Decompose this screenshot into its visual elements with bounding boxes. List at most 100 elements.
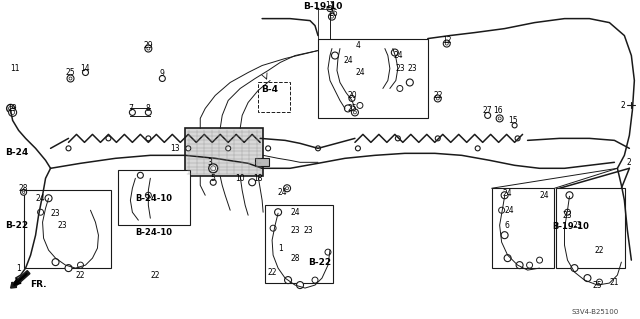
Circle shape — [515, 136, 520, 141]
Circle shape — [270, 225, 276, 231]
Text: 23: 23 — [395, 64, 404, 73]
Circle shape — [210, 179, 216, 185]
Circle shape — [330, 15, 333, 18]
Circle shape — [147, 47, 150, 50]
Text: 22: 22 — [433, 91, 442, 100]
Bar — [185, 128, 263, 176]
Circle shape — [344, 105, 351, 112]
Circle shape — [496, 115, 503, 122]
Text: 22: 22 — [150, 271, 160, 279]
Text: B-24: B-24 — [4, 148, 28, 157]
Circle shape — [445, 42, 448, 45]
Circle shape — [499, 207, 504, 213]
Bar — [492, 188, 554, 268]
Text: 17: 17 — [325, 1, 335, 10]
Circle shape — [332, 52, 339, 59]
Circle shape — [484, 112, 491, 118]
Circle shape — [20, 189, 27, 195]
Circle shape — [275, 209, 282, 216]
Circle shape — [504, 255, 511, 262]
Circle shape — [159, 76, 165, 81]
Circle shape — [475, 146, 480, 151]
Circle shape — [564, 209, 570, 215]
Circle shape — [444, 40, 450, 47]
Text: 24: 24 — [505, 206, 515, 215]
Text: 28: 28 — [291, 254, 300, 263]
Circle shape — [65, 265, 72, 271]
Circle shape — [527, 262, 532, 268]
Circle shape — [406, 79, 413, 86]
Circle shape — [138, 172, 143, 178]
Circle shape — [22, 191, 25, 193]
Circle shape — [52, 259, 59, 266]
Text: 14: 14 — [81, 64, 90, 73]
Bar — [265, 205, 333, 283]
Circle shape — [186, 146, 191, 151]
Bar — [255, 158, 269, 166]
Text: 2: 2 — [620, 101, 625, 110]
Circle shape — [329, 7, 331, 10]
Circle shape — [249, 179, 255, 186]
Text: 24: 24 — [290, 208, 300, 217]
Circle shape — [327, 6, 333, 11]
Text: 18: 18 — [253, 174, 263, 183]
Circle shape — [355, 146, 360, 151]
Text: 24: 24 — [277, 188, 287, 197]
Text: 23: 23 — [407, 64, 417, 73]
Circle shape — [435, 136, 440, 141]
Text: 29: 29 — [143, 41, 153, 50]
Text: 26: 26 — [328, 9, 338, 18]
Circle shape — [396, 136, 401, 141]
Text: 25: 25 — [66, 68, 76, 77]
Text: B-4: B-4 — [261, 85, 278, 94]
Circle shape — [226, 146, 230, 151]
Circle shape — [536, 257, 543, 263]
Text: 11: 11 — [10, 64, 19, 73]
Text: 22: 22 — [268, 268, 277, 277]
Text: 1: 1 — [16, 263, 21, 273]
Text: 1: 1 — [278, 244, 282, 253]
Circle shape — [596, 279, 602, 285]
Text: B-22: B-22 — [308, 258, 331, 267]
Text: B-22: B-22 — [4, 221, 28, 230]
Text: 27: 27 — [483, 106, 492, 115]
Bar — [556, 188, 625, 268]
Text: 24: 24 — [343, 56, 353, 65]
Text: 12: 12 — [442, 36, 451, 45]
Circle shape — [316, 146, 321, 151]
Circle shape — [266, 146, 271, 151]
Text: 8: 8 — [146, 104, 151, 113]
Text: 20: 20 — [347, 91, 356, 100]
Circle shape — [77, 262, 83, 268]
Circle shape — [284, 185, 291, 192]
Circle shape — [145, 192, 151, 198]
Bar — [24, 190, 111, 268]
Text: 10: 10 — [236, 174, 245, 183]
Text: 23: 23 — [563, 211, 572, 220]
Text: 25: 25 — [347, 104, 356, 113]
Text: 4: 4 — [355, 41, 360, 50]
Text: 2: 2 — [627, 158, 632, 167]
Circle shape — [211, 166, 216, 171]
Text: 9: 9 — [160, 69, 164, 78]
Text: 7: 7 — [128, 104, 133, 113]
Text: 24: 24 — [393, 51, 403, 60]
Circle shape — [106, 136, 111, 141]
Text: 6: 6 — [504, 221, 509, 230]
Text: 21: 21 — [610, 278, 619, 286]
Text: 5: 5 — [211, 174, 216, 183]
Text: FR.: FR. — [31, 279, 47, 289]
Circle shape — [285, 277, 292, 284]
Circle shape — [296, 282, 303, 289]
Circle shape — [498, 117, 501, 120]
Circle shape — [571, 265, 578, 271]
Circle shape — [584, 275, 591, 282]
Circle shape — [285, 187, 289, 190]
Circle shape — [146, 136, 151, 141]
Circle shape — [436, 97, 439, 100]
Bar — [118, 170, 190, 225]
Circle shape — [129, 109, 136, 115]
Text: 24: 24 — [36, 194, 45, 203]
Text: B-19-10: B-19-10 — [303, 2, 342, 11]
Circle shape — [67, 75, 74, 82]
